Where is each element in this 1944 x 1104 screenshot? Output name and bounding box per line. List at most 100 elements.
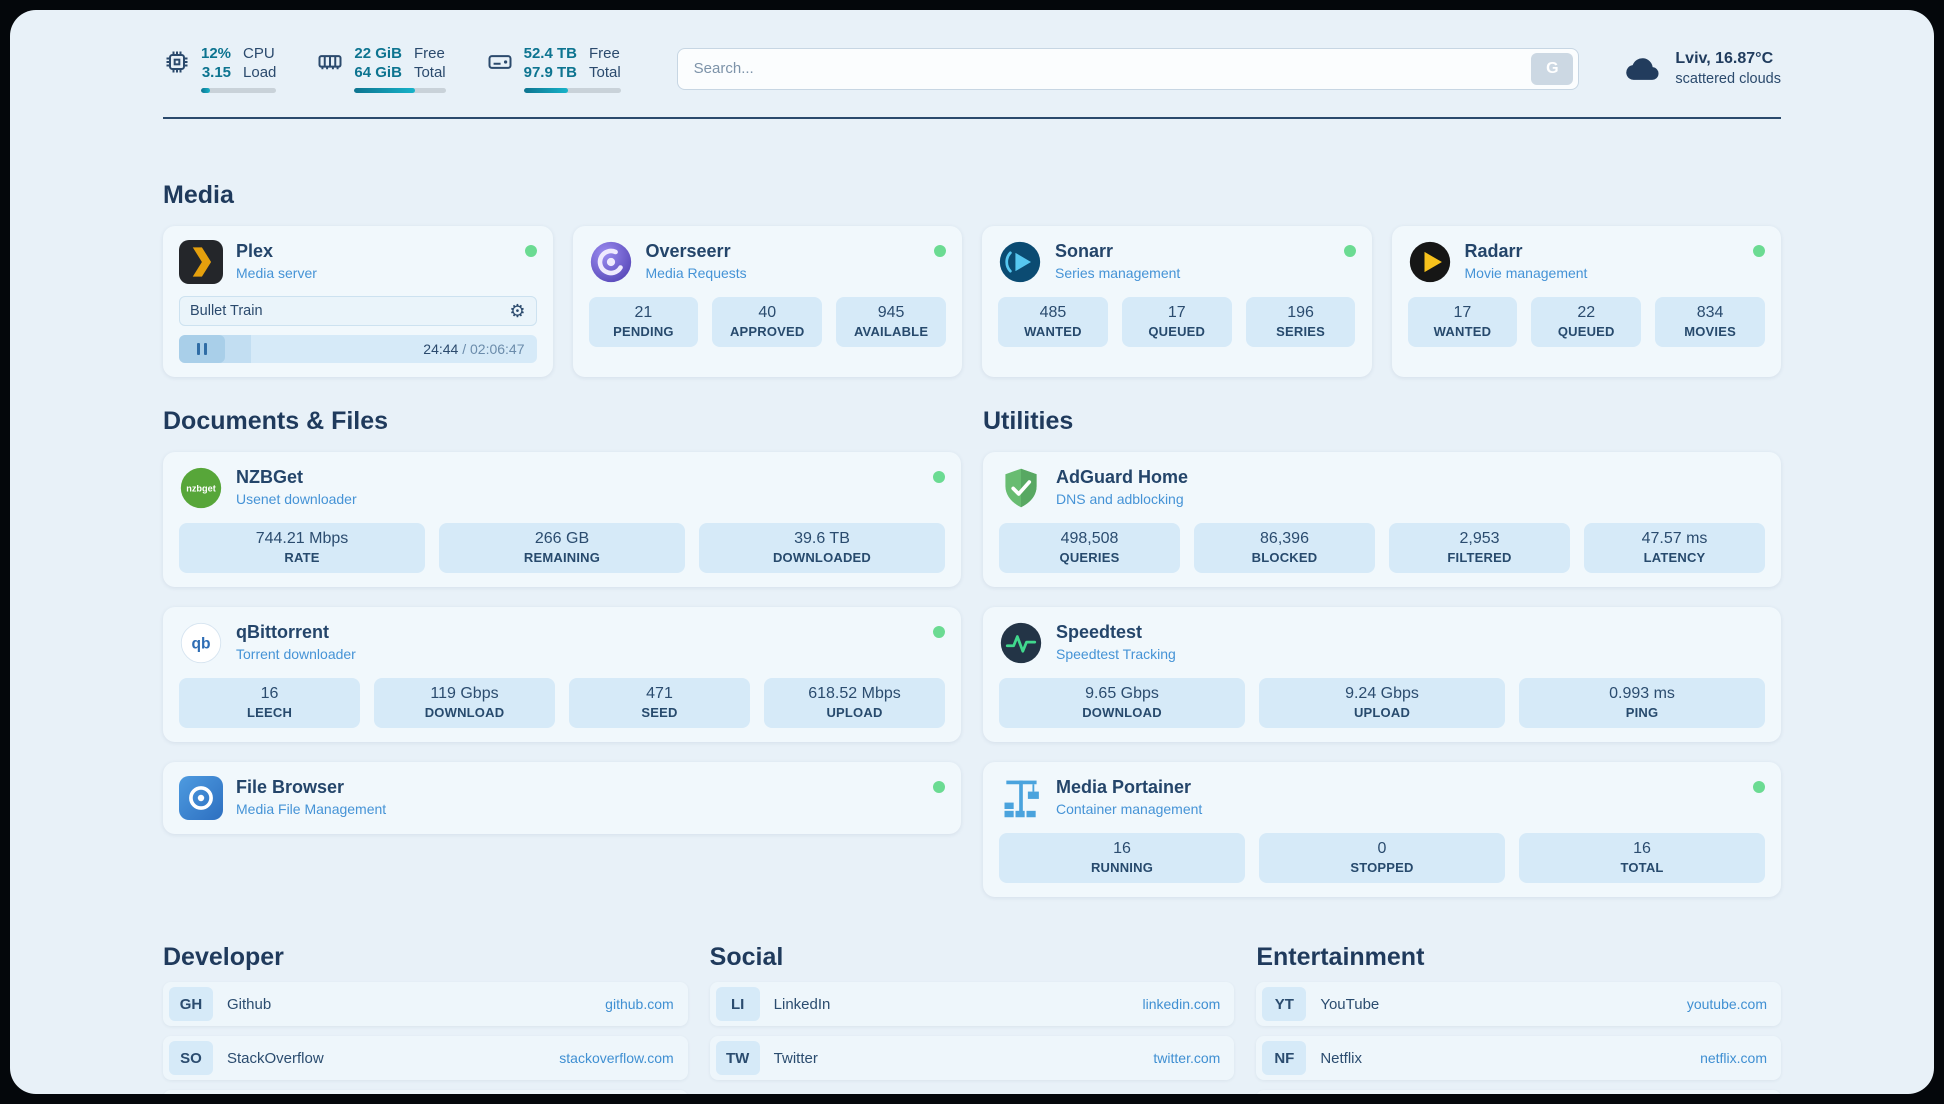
now-playing-row[interactable]: Bullet Train ⚙: [179, 296, 537, 326]
section-media: Media Plex Media server: [163, 181, 1781, 377]
stat: 16 TOTAL: [1519, 833, 1765, 883]
app-name: Plex: [236, 241, 274, 261]
stat-label: QUERIES: [1059, 550, 1120, 565]
stat: 2,953 FILTERED: [1389, 523, 1570, 573]
app-subtitle: Movie management: [1464, 265, 1588, 281]
stat-value: 744.21 Mbps: [255, 530, 349, 547]
section-title-documents: Documents & Files: [163, 407, 389, 435]
card-plex[interactable]: Plex Media server Bullet Train ⚙: [163, 226, 553, 377]
stat-value: 834: [1696, 304, 1724, 321]
stat-value: 21: [634, 304, 653, 321]
bookmark-linkedin[interactable]: LI LinkedIn linkedin.com: [709, 982, 1235, 1026]
bookmark-link[interactable]: stackoverflow.com: [559, 1050, 674, 1066]
card-nzbget[interactable]: nzbget NZBGet Usenet downloader 744.21 M…: [163, 452, 961, 587]
stat: 16 RUNNING: [999, 833, 1245, 883]
app-name: File Browser: [236, 777, 345, 797]
stat: 47.57 ms LATENCY: [1584, 523, 1765, 573]
bookmark-netflix[interactable]: NF Netflix netflix.com: [1256, 1036, 1781, 1080]
ram-icon: [318, 55, 342, 70]
stat-label: UPLOAD: [826, 705, 883, 720]
card-adguard[interactable]: AdGuard Home DNS and adblocking 498,508 Q…: [983, 452, 1781, 587]
stat-value: 498,508: [1060, 530, 1119, 547]
app-subtitle: Speedtest Tracking: [1056, 646, 1176, 662]
app-subtitle: Series management: [1055, 265, 1181, 281]
status-dot: [933, 781, 945, 793]
bookmark-link[interactable]: linkedin.com: [1142, 996, 1221, 1012]
app-name: Media Portainer: [1056, 777, 1192, 797]
card-filebrowser[interactable]: File Browser Media File Management: [163, 762, 961, 834]
bookmark-dev[interactable]: DT DEV dev.to: [163, 1090, 688, 1094]
stat: 119 Gbps DOWNLOAD: [374, 678, 555, 728]
app-subtitle: Media server: [236, 265, 317, 281]
stats-row: 498,508 QUERIES 86,396 BLOCKED 2,953 FILTER…: [999, 523, 1765, 573]
stat-label: WANTED: [1433, 324, 1492, 339]
card-sonarr[interactable]: Sonarr Series management 485 WANTED 17 QUE…: [982, 226, 1372, 377]
bookmark-link[interactable]: github.com: [605, 996, 674, 1012]
stat-label: QUEUED: [1557, 324, 1615, 339]
bookmarks-developer: Developer GH Github github.com SO StackO…: [163, 943, 688, 1094]
bookmark-abbr: SO: [169, 1041, 213, 1075]
card-portainer[interactable]: Media Portainer Container management 16 R…: [983, 762, 1781, 897]
status-dot: [1753, 245, 1765, 257]
stat-label: REMAINING: [523, 550, 601, 565]
card-speedtest[interactable]: Speedtest Speedtest Tracking 9.65 Gbps DO…: [983, 607, 1781, 742]
bookmark-link[interactable]: netflix.com: [1700, 1050, 1767, 1066]
app-subtitle: DNS and adblocking: [1056, 491, 1184, 507]
search-engine-button[interactable]: G: [1531, 52, 1574, 85]
weather-widget: Lviv, 16.87°C scattered clouds: [1623, 49, 1781, 89]
bookmark-youtube[interactable]: YT YouTube youtube.com: [1256, 982, 1781, 1026]
ram-readout: 22 GiB Free 64 GiB Total: [354, 44, 446, 93]
bookmarks-title: Entertainment: [1256, 943, 1425, 971]
stat-value: 40: [758, 304, 777, 321]
stat-value: 17: [1453, 304, 1472, 321]
bookmark-abbr: TW: [715, 1041, 760, 1075]
ram-progress-bar: [354, 88, 446, 93]
card-qbittorrent[interactable]: qb qBittorrent Torrent downloader 16 LEEC…: [163, 607, 961, 742]
card-overseerr[interactable]: Overseerr Media Requests 21 PENDING 40 APP…: [572, 226, 962, 377]
bookmarks-area: Developer GH Github github.com SO StackO…: [163, 943, 1781, 1094]
stat: 17 WANTED: [1407, 297, 1518, 347]
stat-label: LEECH: [246, 705, 293, 720]
stat-label: RUNNING: [1090, 860, 1154, 875]
stat: 834 MOVIES: [1655, 297, 1765, 347]
search-bar[interactable]: G: [676, 47, 1580, 90]
stat: 618.52 Mbps UPLOAD: [764, 678, 945, 728]
status-dot: [1753, 781, 1765, 793]
pause-button[interactable]: [179, 335, 225, 363]
ram-free-label: Free: [413, 45, 445, 62]
bookmark-stackoverflow[interactable]: SO StackOverflow stackoverflow.com: [163, 1036, 688, 1080]
section-utilities: Utilities AdGuard Home DNS and adblockin…: [983, 407, 1781, 897]
search-input[interactable]: [693, 60, 1532, 77]
stat-value: 47.57 ms: [1641, 530, 1708, 547]
stat-label: UPLOAD: [1353, 705, 1411, 720]
bookmark-github[interactable]: GH Github github.com: [163, 982, 688, 1026]
cpu-icon: [166, 51, 188, 73]
stat: 22 QUEUED: [1531, 297, 1642, 347]
bookmark-reddit[interactable]: RE Reddit reddit.com: [1256, 1090, 1781, 1094]
system-widgets: 12% CPU 3.15 Load 22 GiB Free: [163, 44, 621, 93]
ram-free-value: 22 GiB: [354, 45, 402, 62]
stat-value: 9.65 Gbps: [1085, 685, 1159, 702]
ram-total-value: 64 GiB: [354, 64, 402, 81]
section-title-media: Media: [163, 181, 234, 209]
stat-label: PENDING: [613, 324, 674, 339]
stat-value: 22: [1577, 304, 1596, 321]
stat-label: DOWNLOAD: [424, 705, 505, 720]
bookmark-link[interactable]: youtube.com: [1686, 996, 1767, 1012]
gear-icon[interactable]: ⚙: [509, 301, 526, 321]
stat-label: RATE: [284, 550, 320, 565]
time-total: 02:06:47: [470, 341, 525, 357]
stat: 471 SEED: [569, 678, 750, 728]
section-documents: Documents & Files nzbget NZBGet Usenet d…: [163, 407, 961, 834]
adguard-icon: [999, 466, 1043, 510]
disk-progress-bar: [523, 88, 621, 93]
playback-progress-bar[interactable]: 24:44 / 02:06:47: [179, 335, 537, 363]
bookmark-link[interactable]: twitter.com: [1153, 1050, 1221, 1066]
bookmark-abbr: NF: [1262, 1041, 1307, 1075]
stats-row: 21 PENDING 40 APPROVED 945 AVAILABLE: [588, 297, 947, 347]
bookmark-twitter[interactable]: TW Twitter twitter.com: [709, 1036, 1235, 1080]
card-radarr[interactable]: Radarr Movie management 17 WANTED 22 QUEUE…: [1391, 226, 1781, 377]
disk-icon: [488, 55, 512, 69]
app-name: NZBGet: [236, 467, 303, 487]
disk-free-label: Free: [588, 45, 620, 62]
